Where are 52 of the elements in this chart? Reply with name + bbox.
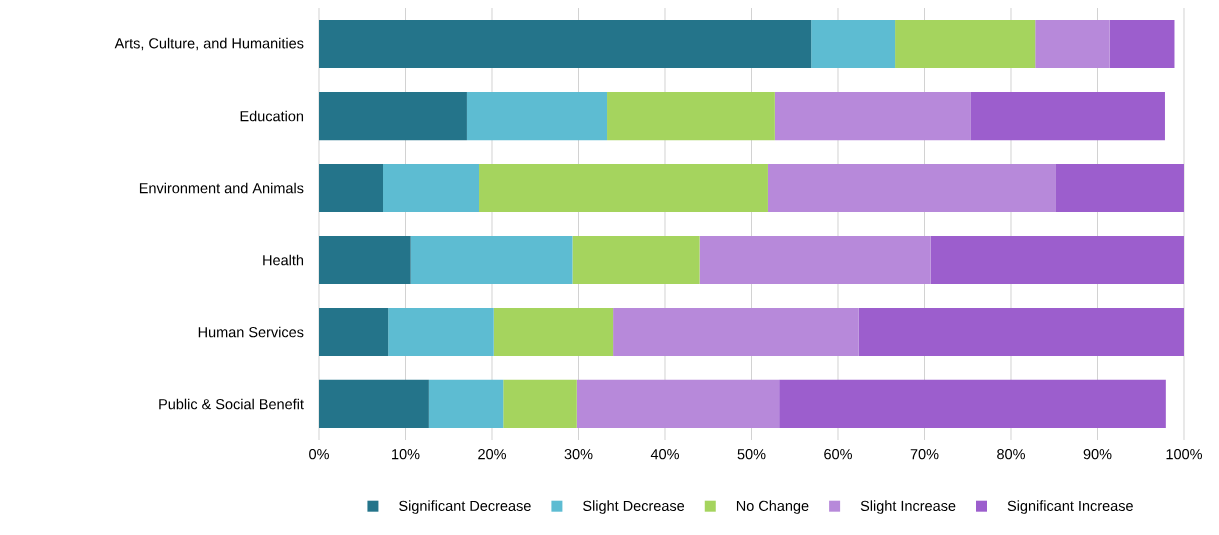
bar [503, 379, 577, 429]
bar [383, 163, 480, 213]
bar [576, 379, 780, 429]
x-tick-label: 60% [824, 449, 852, 460]
y-tick-label: Education [240, 110, 304, 122]
legend-label: Slight Increase [860, 500, 956, 514]
x-tick-label: 50% [737, 449, 766, 460]
bar [410, 235, 573, 285]
y-tick-label: Environment and Animals [139, 182, 304, 194]
bar [767, 163, 1056, 213]
bar [699, 235, 931, 285]
x-tick-label: 30% [564, 449, 593, 460]
bar [319, 379, 429, 429]
bar [970, 91, 1165, 141]
x-tick-label: 0% [309, 449, 329, 460]
x-tick-label: 80% [997, 449, 1025, 460]
legend-label: Significant Increase [1007, 500, 1133, 514]
x-tick-label: 70% [910, 449, 939, 460]
bar [895, 19, 1036, 69]
bar [1055, 163, 1184, 213]
bar [388, 307, 494, 357]
bar [493, 307, 614, 357]
y-tick-label: Public & Social Benefit [159, 398, 304, 410]
bar [613, 307, 859, 357]
bar [811, 19, 896, 69]
bar [319, 163, 384, 213]
bar [319, 91, 467, 141]
bar [1109, 19, 1175, 69]
bar [319, 307, 389, 357]
bar [774, 91, 971, 141]
bar [428, 379, 504, 429]
x-tick-label: 10% [392, 449, 420, 460]
legend-label: Significant Decrease [399, 500, 531, 514]
bar [858, 307, 1184, 357]
x-tick-label: 20% [478, 449, 507, 460]
bar [572, 235, 700, 285]
bar [319, 235, 411, 285]
x-tick-label: 100% [1166, 449, 1203, 460]
y-tick-label: Human Services [198, 326, 304, 338]
bar [930, 235, 1184, 285]
y-tick-label: Health [263, 254, 304, 266]
bar [319, 19, 812, 69]
bar [607, 91, 775, 141]
bar [466, 91, 608, 141]
legend-label: Slight Decrease [583, 500, 685, 514]
bar [779, 379, 1166, 429]
bar [479, 163, 768, 213]
x-tick-label: 40% [650, 449, 680, 460]
y-tick-label: Arts, Culture, and Humanities [114, 37, 304, 51]
x-tick-label: 90% [1083, 449, 1112, 460]
bar [1035, 19, 1110, 69]
legend-label: No Change [736, 500, 809, 514]
